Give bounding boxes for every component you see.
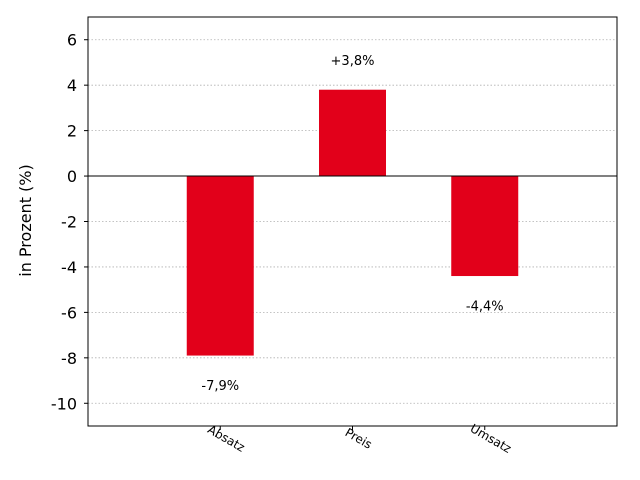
data-labels: -7,9% +3,8% -4,4%: [201, 54, 503, 394]
x-tick-label: Preis: [343, 425, 375, 451]
y-axis-ticks: 6 4 2 0 -2 -4 -6 -8 -10: [51, 31, 88, 413]
y-tick-label: 0: [67, 167, 77, 186]
x-tick-label: Absatz: [205, 422, 247, 454]
bar-umsatz: [451, 176, 519, 277]
y-tick-label: -10: [51, 394, 77, 413]
data-label: +3,8%: [331, 54, 375, 69]
bar-preis: [319, 89, 386, 177]
y-tick-label: 6: [67, 31, 77, 50]
y-tick-label: 2: [67, 122, 77, 141]
plot-frame: [87, 16, 618, 427]
bar-absatz: [186, 176, 254, 356]
y-axis-title: in Prozent (%): [16, 164, 35, 276]
gridlines: [88, 39, 617, 404]
y-tick-label: -8: [61, 349, 77, 368]
y-tick-label: -6: [61, 303, 77, 322]
y-tick-label: -4: [61, 258, 77, 277]
y-tick-label: 4: [67, 76, 77, 95]
data-label: -4,4%: [466, 300, 504, 315]
y-tick-label: -2: [61, 213, 77, 232]
data-label: -7,9%: [201, 379, 239, 394]
bars: [186, 89, 519, 356]
